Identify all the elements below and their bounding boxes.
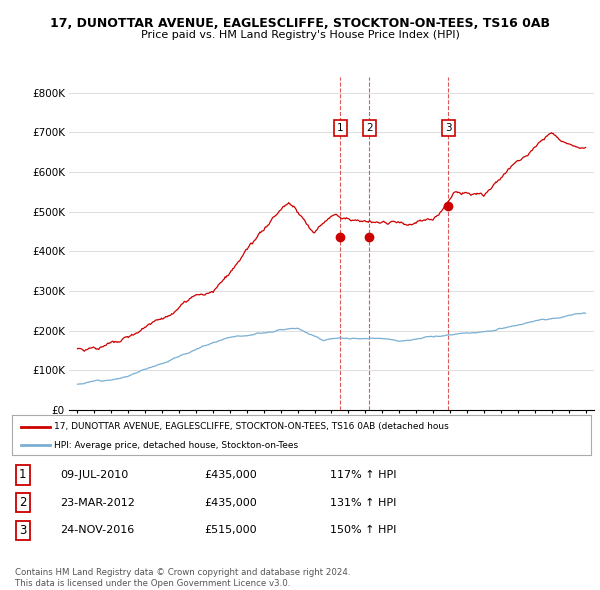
Text: 17, DUNOTTAR AVENUE, EAGLESCLIFFE, STOCKTON-ON-TEES, TS16 0AB (detached hous: 17, DUNOTTAR AVENUE, EAGLESCLIFFE, STOCK… xyxy=(53,422,448,431)
Text: 17, DUNOTTAR AVENUE, EAGLESCLIFFE, STOCKTON-ON-TEES, TS16 0AB: 17, DUNOTTAR AVENUE, EAGLESCLIFFE, STOCK… xyxy=(50,17,550,30)
Text: 1: 1 xyxy=(19,468,26,481)
Text: 1: 1 xyxy=(337,123,344,133)
Text: 2: 2 xyxy=(366,123,373,133)
Text: £515,000: £515,000 xyxy=(204,526,257,535)
Text: 23-MAR-2012: 23-MAR-2012 xyxy=(60,498,135,507)
Text: 24-NOV-2016: 24-NOV-2016 xyxy=(60,526,134,535)
Text: Price paid vs. HM Land Registry's House Price Index (HPI): Price paid vs. HM Land Registry's House … xyxy=(140,31,460,40)
Text: 3: 3 xyxy=(445,123,452,133)
Text: 150% ↑ HPI: 150% ↑ HPI xyxy=(330,526,397,535)
Text: Contains HM Land Registry data © Crown copyright and database right 2024.
This d: Contains HM Land Registry data © Crown c… xyxy=(15,568,350,588)
Text: 2: 2 xyxy=(19,496,26,509)
Text: 3: 3 xyxy=(19,524,26,537)
Text: HPI: Average price, detached house, Stockton-on-Tees: HPI: Average price, detached house, Stoc… xyxy=(53,441,298,450)
Text: 09-JUL-2010: 09-JUL-2010 xyxy=(60,470,128,480)
Text: 117% ↑ HPI: 117% ↑ HPI xyxy=(330,470,397,480)
Text: £435,000: £435,000 xyxy=(204,470,257,480)
Text: 131% ↑ HPI: 131% ↑ HPI xyxy=(330,498,397,507)
Text: £435,000: £435,000 xyxy=(204,498,257,507)
